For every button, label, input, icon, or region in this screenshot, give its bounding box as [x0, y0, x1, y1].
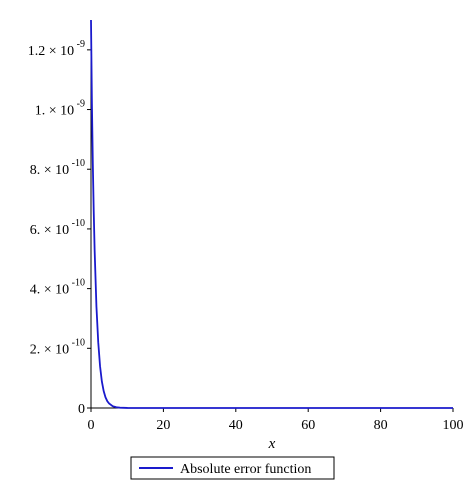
series-line-absolute-error [90, 19, 453, 409]
x-axis-label: x [268, 436, 276, 452]
y-tick-label: 1.2 × 10 -9 [28, 39, 85, 59]
x-tick-label: 80 [374, 418, 388, 433]
x-tick-label: 100 [443, 418, 464, 433]
x-tick-label: 60 [301, 418, 315, 433]
x-axis-ticks: 0 20 40 60 80 100 [88, 408, 464, 433]
legend-label: Absolute error function [180, 462, 311, 477]
y-axis-ticks: 0 2. × 10 -10 4. × 10 -10 6. × 10 -10 8. × 1… [28, 39, 91, 417]
y-tick-label: 6. × 10 -10 [30, 218, 85, 238]
y-tick-label: 1. × 10 -9 [35, 99, 85, 119]
y-tick-label: 4. × 10 -10 [30, 278, 85, 298]
x-tick-label: 20 [156, 418, 170, 433]
legend-box [130, 456, 335, 480]
legend: Absolute error function [130, 456, 335, 480]
x-tick-label: 0 [88, 418, 95, 433]
x-tick-label: 40 [229, 418, 243, 433]
y-tick-label: 8. × 10 -10 [30, 158, 85, 178]
y-tick-label: 0 [78, 402, 85, 417]
y-tick-label: 2. × 10 -10 [30, 337, 85, 357]
